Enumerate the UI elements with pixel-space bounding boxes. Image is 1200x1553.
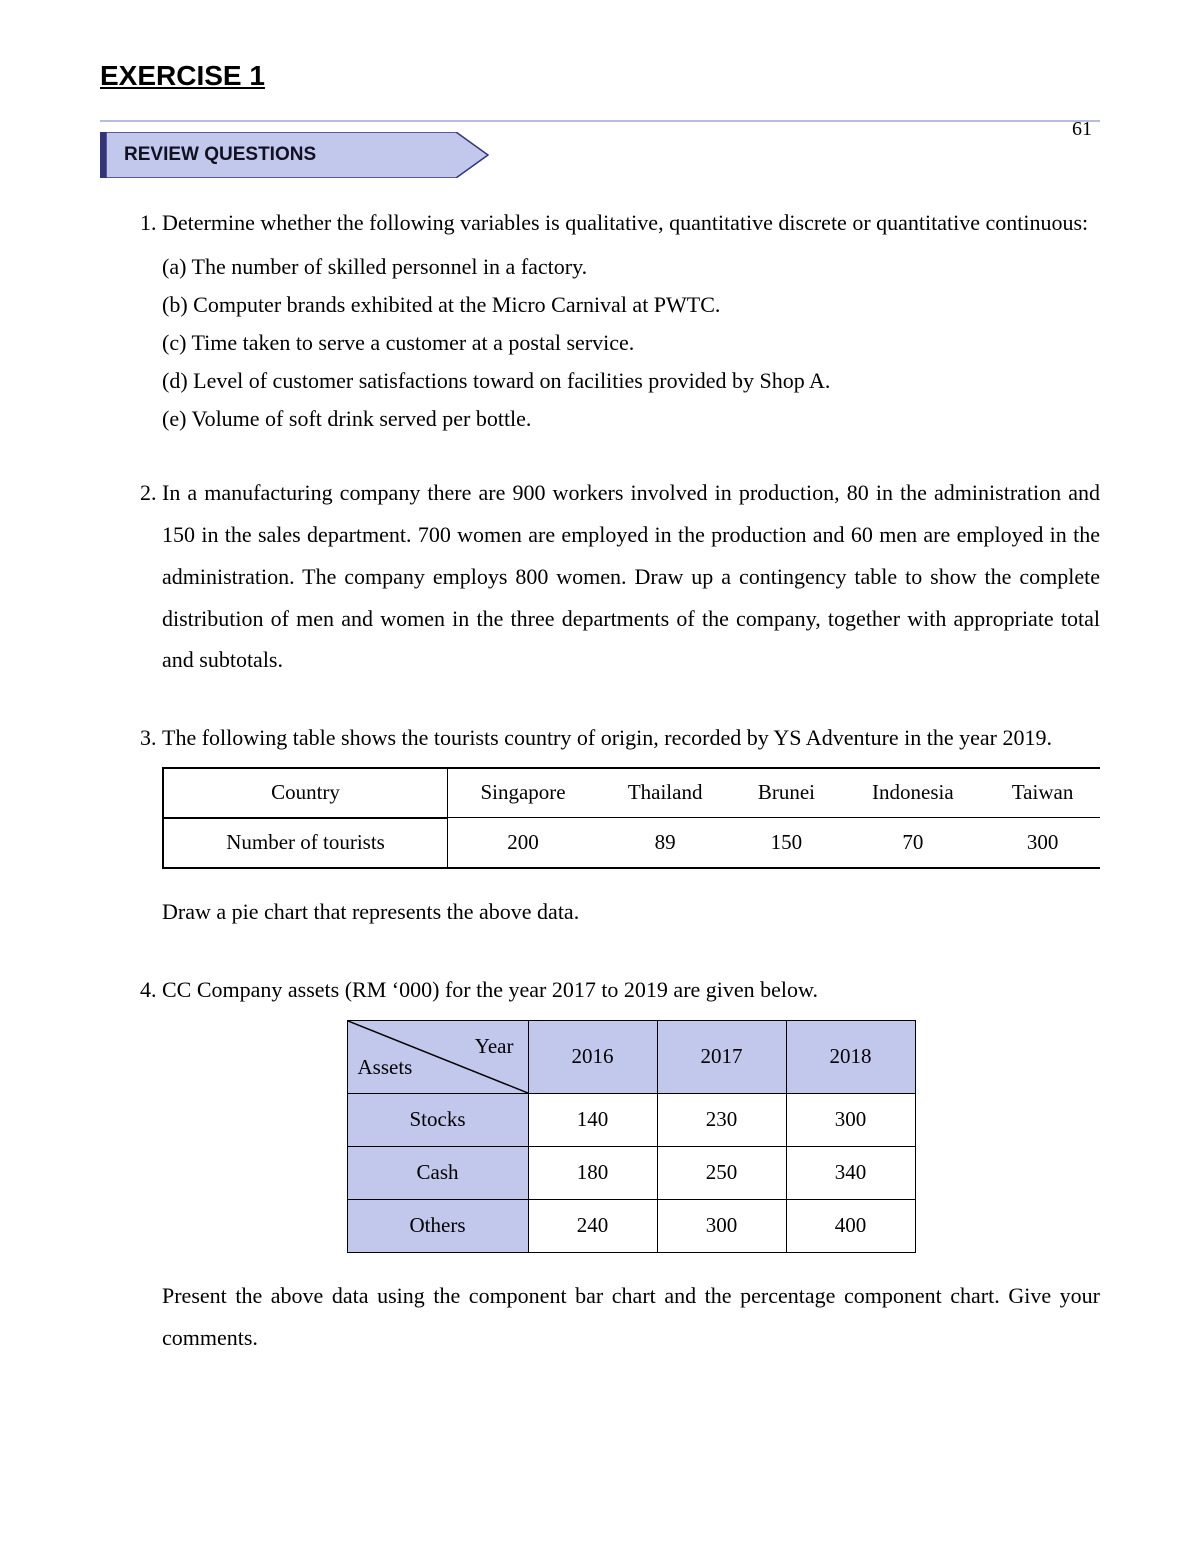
tourists-col-0: Singapore bbox=[448, 768, 599, 818]
assets-row-0-val-0: 140 bbox=[528, 1094, 657, 1147]
q1-e: (e) Volume of soft drink served per bott… bbox=[162, 402, 1100, 436]
q3-after: Draw a pie chart that represents the abo… bbox=[162, 891, 1100, 933]
tourists-header-label: Country bbox=[163, 768, 448, 818]
tourists-col-1: Thailand bbox=[598, 768, 732, 818]
review-questions-label: REVIEW QUESTIONS bbox=[124, 132, 316, 178]
assets-row-0-label: Stocks bbox=[347, 1094, 528, 1147]
q1-c: (c) Time taken to serve a customer at a … bbox=[162, 326, 1100, 360]
assets-table: Year Assets 2016 2017 2018 Stocks 140 23… bbox=[347, 1020, 916, 1253]
assets-row-2-label: Others bbox=[347, 1200, 528, 1253]
q1-d: (d) Level of customer satisfactions towa… bbox=[162, 364, 1100, 398]
question-3: The following table shows the tourists c… bbox=[162, 717, 1100, 932]
assets-row-0-val-2: 300 bbox=[786, 1094, 915, 1147]
q2-text: In a manufacturing company there are 900… bbox=[162, 480, 1100, 672]
tourists-val-0: 200 bbox=[448, 818, 599, 868]
tourists-val-4: 300 bbox=[985, 818, 1100, 868]
question-list: Determine whether the following variable… bbox=[100, 202, 1100, 1359]
assets-row-1-label: Cash bbox=[347, 1147, 528, 1200]
assets-row-1-val-1: 250 bbox=[657, 1147, 786, 1200]
tourists-val-2: 150 bbox=[732, 818, 840, 868]
q1-intro: Determine whether the following variable… bbox=[162, 210, 1088, 235]
assets-row-2-val-1: 300 bbox=[657, 1200, 786, 1253]
year-col-1: 2017 bbox=[657, 1021, 786, 1094]
q1-sublist: (a) The number of skilled personnel in a… bbox=[162, 250, 1100, 436]
tourists-val-1: 89 bbox=[598, 818, 732, 868]
year-col-2: 2018 bbox=[786, 1021, 915, 1094]
table-row: Number of tourists 200 89 150 70 300 bbox=[163, 818, 1100, 868]
tourists-table: Country Singapore Thailand Brunei Indone… bbox=[162, 767, 1100, 869]
divider bbox=[100, 120, 1100, 122]
tourists-col-3: Indonesia bbox=[841, 768, 986, 818]
q4-after: Present the above data using the compone… bbox=[162, 1275, 1100, 1359]
tourists-col-2: Brunei bbox=[732, 768, 840, 818]
tourists-row-label: Number of tourists bbox=[163, 818, 448, 868]
table-row: Stocks 140 230 300 bbox=[347, 1094, 915, 1147]
page: EXERCISE 1 61 REVIEW QUESTIONS Determine… bbox=[0, 0, 1200, 1455]
page-title: EXERCISE 1 bbox=[100, 60, 1100, 92]
tourists-val-3: 70 bbox=[841, 818, 986, 868]
corner-bottom-label: Assets bbox=[358, 1048, 413, 1088]
corner-top-label: Year bbox=[475, 1027, 514, 1067]
table-row: Country Singapore Thailand Brunei Indone… bbox=[163, 768, 1100, 818]
table-row: Others 240 300 400 bbox=[347, 1200, 915, 1253]
assets-row-0-val-1: 230 bbox=[657, 1094, 786, 1147]
assets-row-1-val-0: 180 bbox=[528, 1147, 657, 1200]
q3-intro: The following table shows the tourists c… bbox=[162, 717, 1100, 759]
q4-intro: CC Company assets (RM ‘000) for the year… bbox=[162, 969, 1100, 1011]
assets-row-1-val-2: 340 bbox=[786, 1147, 915, 1200]
question-4: CC Company assets (RM ‘000) for the year… bbox=[162, 969, 1100, 1359]
assets-row-2-val-0: 240 bbox=[528, 1200, 657, 1253]
assets-row-2-val-2: 400 bbox=[786, 1200, 915, 1253]
page-number: 61 bbox=[1072, 118, 1092, 141]
q1-b: (b) Computer brands exhibited at the Mic… bbox=[162, 288, 1100, 322]
question-1: Determine whether the following variable… bbox=[162, 202, 1100, 436]
year-col-0: 2016 bbox=[528, 1021, 657, 1094]
table-row: Year Assets 2016 2017 2018 bbox=[347, 1021, 915, 1094]
table-row: Cash 180 250 340 bbox=[347, 1147, 915, 1200]
question-2: In a manufacturing company there are 900… bbox=[162, 472, 1100, 681]
q1-a: (a) The number of skilled personnel in a… bbox=[162, 250, 1100, 284]
assets-corner-cell: Year Assets bbox=[347, 1021, 528, 1094]
tourists-col-4: Taiwan bbox=[985, 768, 1100, 818]
review-questions-banner: REVIEW QUESTIONS bbox=[100, 132, 490, 178]
